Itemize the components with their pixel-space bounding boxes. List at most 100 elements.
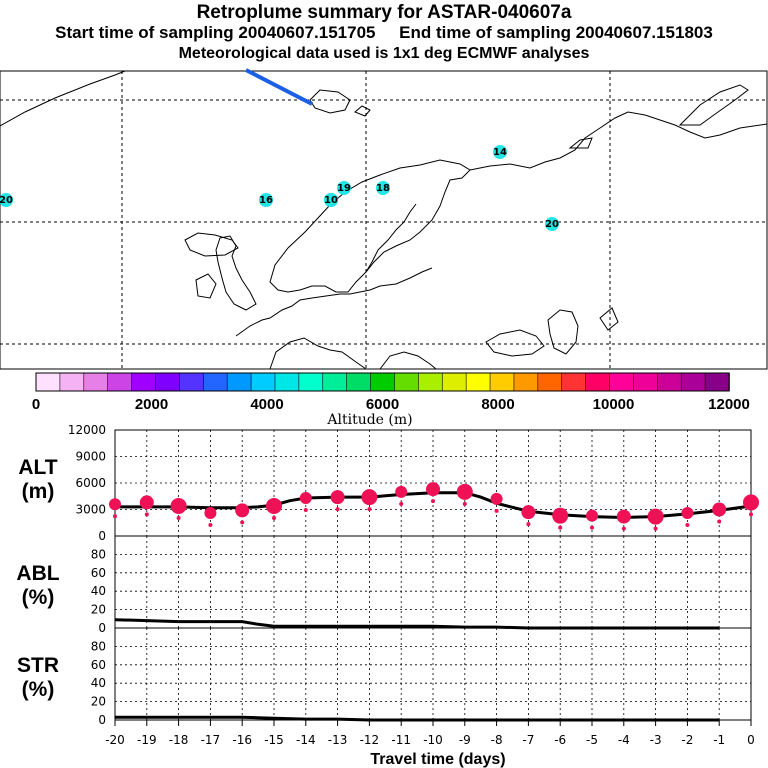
plume-cluster-spread xyxy=(240,520,245,525)
plume-cluster-spread xyxy=(113,514,117,519)
x-tick--17: -17 xyxy=(201,733,221,747)
panel-unit-alt: (m) xyxy=(22,480,55,503)
plume-cluster-point xyxy=(521,505,536,520)
colorbar-cell-4 xyxy=(131,372,157,392)
plume-cluster-point xyxy=(170,497,187,514)
plume-cluster-spread xyxy=(208,523,213,528)
colorbar-cell-12 xyxy=(322,372,348,392)
colorbar-ticks: 0 2000 4000 6000 8000 10000 12000 xyxy=(32,396,750,413)
plot-title: Retroplume summary for ASTAR-040607a xyxy=(196,2,572,23)
plume-cluster-spread xyxy=(653,526,658,531)
plume-cluster-spread xyxy=(717,519,722,524)
colorbar-tick-10000: 10000 xyxy=(593,396,635,413)
y-tick-alt-9000: 9000 xyxy=(75,450,106,464)
colorbar-tick-4000: 4000 xyxy=(250,396,283,413)
plume-cluster-spread xyxy=(526,522,531,527)
panel-abl: 80 60 40 20 0 ABL(%) xyxy=(16,535,752,635)
plume-cluster-point xyxy=(395,485,408,498)
map-panel: 2019181716141020 xyxy=(0,68,768,370)
x-tick--8: -8 xyxy=(491,733,503,747)
colorbar-cell-23 xyxy=(585,372,611,392)
russia-north-coast xyxy=(469,111,768,171)
plume-cluster-point xyxy=(266,497,282,514)
colorbar-cell-5 xyxy=(155,372,181,392)
plume-cluster-spread xyxy=(749,512,753,517)
plume-cluster-point xyxy=(456,483,473,500)
plume-cluster-point xyxy=(426,482,440,497)
map-marker-label-5: 14 xyxy=(493,147,507,158)
greenland-coast xyxy=(0,70,126,127)
y-tick-str-80: 80 xyxy=(91,639,106,653)
y-tick-abl-80: 80 xyxy=(91,547,106,561)
plume-cluster-point xyxy=(330,490,345,505)
plume-cluster-spread xyxy=(431,499,435,504)
caspian-sea-coast xyxy=(547,309,579,355)
x-tick--12: -12 xyxy=(360,733,380,747)
plume-cluster-point xyxy=(361,489,378,506)
plume-cluster-point xyxy=(235,503,250,518)
colorbar-cell-3 xyxy=(107,372,133,392)
colorbar-frame xyxy=(35,372,730,392)
map-marker-label-2: 18 xyxy=(376,183,390,194)
panel-alt: 12000 9000 6000 3000 0 ALT(m) xyxy=(18,423,759,543)
meteo-data-subtitle: Meteorological data used is 1x1 deg ECMW… xyxy=(178,45,590,62)
svalbard-coast xyxy=(309,89,351,114)
travel-time-axis: Travel time (days) -20 -19 -18 -17 -16 -15 -14… xyxy=(105,720,755,768)
plume-cluster-spread xyxy=(335,507,340,512)
plume-cluster-point xyxy=(681,507,694,520)
plume-cluster-point xyxy=(586,509,598,522)
map-marker-5 xyxy=(493,145,507,159)
map-marker-label-6: 10 xyxy=(324,195,338,206)
x-tick--1: -1 xyxy=(713,733,725,747)
x-tick--10: -10 xyxy=(423,733,443,747)
y-tick-alt-3000: 3000 xyxy=(75,503,106,517)
plume-cluster-spread xyxy=(685,523,690,528)
x-tick--18: -18 xyxy=(169,733,189,747)
colorbar-cell-9 xyxy=(250,372,276,392)
x-tick--16: -16 xyxy=(232,733,252,747)
colorbar-cell-17 xyxy=(441,372,467,392)
colorbar-tick-6000: 6000 xyxy=(366,396,399,413)
x-tick--2: -2 xyxy=(681,733,693,747)
colorbar-title: Altitude (m) xyxy=(326,412,412,428)
panel-label-alt: ALT xyxy=(18,456,57,479)
mediterranean-north-coast xyxy=(269,337,367,370)
map-frame xyxy=(0,70,768,370)
europe-north-coast xyxy=(235,267,433,337)
colorbar-cell-18 xyxy=(465,372,491,392)
map-marker-label-0: 20 xyxy=(545,219,559,230)
map-marker-7 xyxy=(0,193,13,207)
x-tick--9: -9 xyxy=(459,733,471,747)
colorbar-cell-15 xyxy=(394,372,420,392)
colorbar-cell-6 xyxy=(179,372,205,392)
x-tick--15: -15 xyxy=(264,733,284,747)
map-marker-label-1: 19 xyxy=(337,183,351,194)
panel-label-str: STR xyxy=(17,654,59,677)
y-tick-str-60: 60 xyxy=(91,658,106,672)
y-tick-abl-60: 60 xyxy=(91,566,106,580)
plume-cluster-spread xyxy=(494,508,499,513)
colorbar-tick-2000: 2000 xyxy=(135,396,168,413)
x-tick--19: -19 xyxy=(137,733,157,747)
y-tick-str-20: 20 xyxy=(91,695,106,709)
y-tick-alt-6000: 6000 xyxy=(75,476,106,490)
panel-unit-abl: (%) xyxy=(22,586,55,609)
colorbar-cell-13 xyxy=(346,372,372,392)
y-tick-alt-0: 0 xyxy=(98,529,106,543)
colorbar-cell-19 xyxy=(489,372,515,392)
great-britain-coast xyxy=(215,235,257,311)
series-line-fraction-in-ABL xyxy=(114,618,720,630)
retroplume-markers: 2019181716141020 xyxy=(0,145,559,231)
x-tick--5: -5 xyxy=(586,733,598,747)
colorbar-cell-11 xyxy=(298,372,324,392)
plume-cluster-spread xyxy=(367,507,372,512)
x-tick--11: -11 xyxy=(391,733,411,747)
release-track-line xyxy=(245,68,313,106)
map-marker-label-7: 20 xyxy=(0,195,13,206)
colorbar-cell-27 xyxy=(680,372,706,392)
plume-cluster-point xyxy=(299,492,312,505)
colorbar-tick-0: 0 xyxy=(32,396,40,413)
plume-cluster-spread xyxy=(621,526,626,531)
map-gridlines xyxy=(0,71,767,369)
